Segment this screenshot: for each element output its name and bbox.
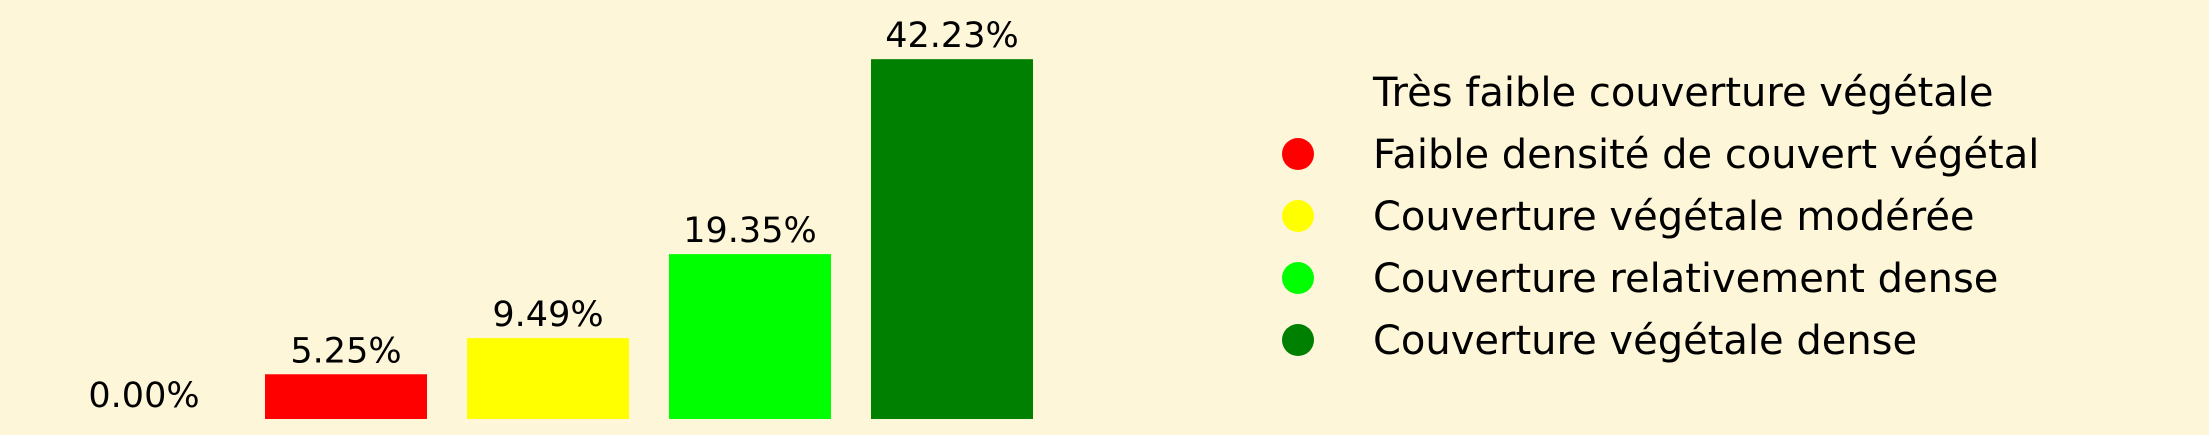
bar-value-label-5: 42.23%	[885, 16, 1018, 56]
legend-label-3: Couverture végétale modérée	[1373, 194, 1975, 240]
bar-2	[265, 374, 427, 419]
legend-marker-3	[1282, 200, 1314, 232]
legend-label-1: Très faible couverture végétale	[1372, 70, 1994, 116]
bar-3	[467, 338, 629, 419]
bar-value-label-2: 5.25%	[290, 331, 401, 371]
legend-label-5: Couverture végétale dense	[1373, 318, 1917, 364]
bar-value-label-4: 19.35%	[683, 211, 816, 251]
legend: Très faible couverture végétale Faible de…	[1282, 70, 2039, 364]
legend-marker-4	[1282, 262, 1314, 294]
bars-group	[265, 59, 1033, 419]
bar-4	[669, 254, 831, 419]
bar-labels-group: 0.00% 5.25% 9.49% 19.35% 42.23%	[88, 16, 1018, 416]
bar-value-label-1: 0.00%	[88, 376, 199, 416]
bar-5	[871, 59, 1033, 419]
bar-value-label-3: 9.49%	[492, 295, 603, 335]
legend-label-4: Couverture relativement dense	[1373, 256, 1998, 302]
legend-label-2: Faible densité de couvert végétal	[1373, 132, 2039, 178]
legend-marker-5	[1282, 324, 1314, 356]
legend-marker-2	[1282, 138, 1314, 170]
legend-marker-1	[1282, 76, 1314, 108]
